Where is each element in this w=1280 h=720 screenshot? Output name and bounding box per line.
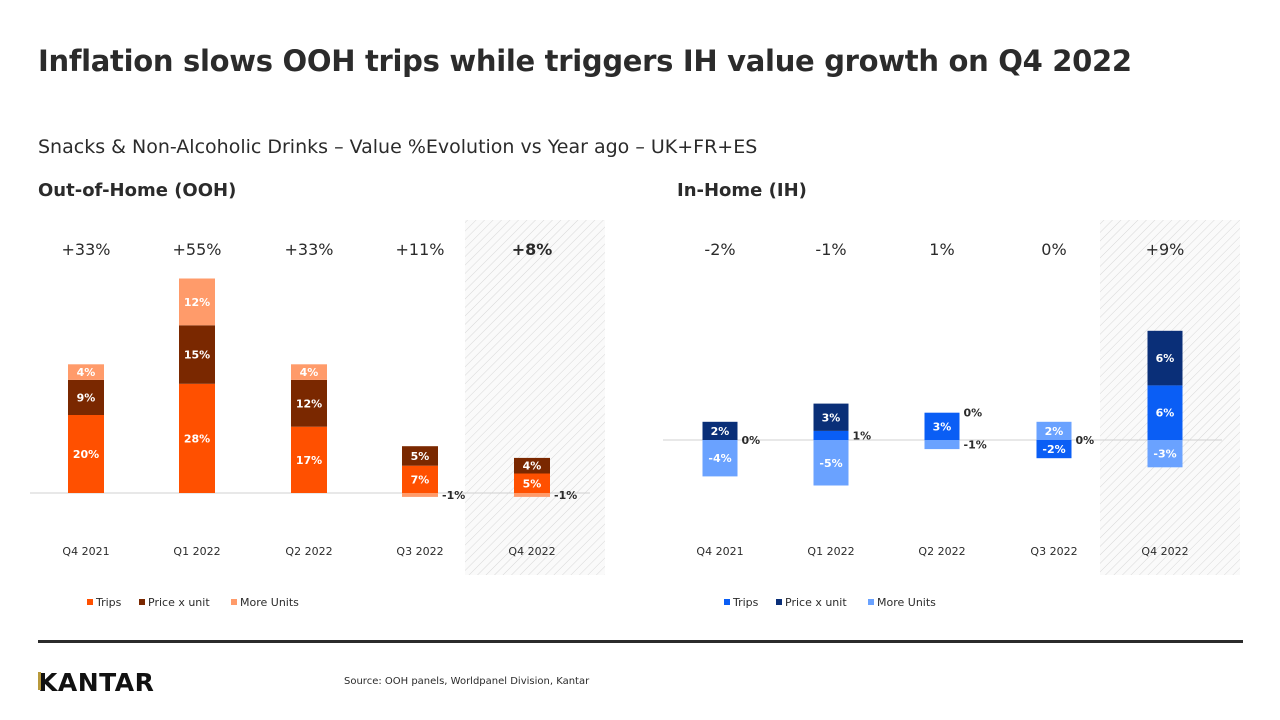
ih-data-label: 6% (1156, 407, 1175, 420)
ih-x-tick-label: Q2 2022 (918, 545, 965, 558)
ooh-total-label: +8% (512, 240, 553, 259)
ih-data-label: -4% (708, 452, 731, 465)
ih-bar-trips (1147, 385, 1183, 440)
ih-data-label: 2% (1045, 425, 1064, 438)
ooh-legend-label: Trips (95, 596, 122, 609)
ih-legend-label: Trips (732, 596, 759, 609)
ooh-bar-trips (291, 426, 327, 493)
ih-legend-swatch (868, 599, 874, 605)
ooh-bar-price-x-unit (291, 379, 327, 427)
ooh-total-label: +33% (62, 240, 111, 259)
ooh-bar-trips (68, 415, 104, 493)
ih-x-tick-label: Q4 2022 (1141, 545, 1188, 558)
ooh-x-tick-label: Q2 2022 (285, 545, 332, 558)
ooh-data-label: 28% (184, 432, 210, 445)
ih-bar-more-units (1036, 421, 1072, 440)
ih-legend-swatch (776, 599, 782, 605)
ooh-data-label: 20% (73, 448, 99, 461)
ih-data-label: 3% (822, 411, 841, 424)
ih-x-tick-label: Q3 2022 (1030, 545, 1077, 558)
ooh-bar-price-x-unit (179, 325, 215, 384)
ooh-legend-swatch (139, 599, 145, 605)
ih-data-label: -5% (819, 457, 842, 470)
ooh-bar-more-units (179, 278, 215, 326)
ooh-legend-label: More Units (240, 596, 299, 609)
ih-data-label: 0% (1076, 434, 1095, 447)
ooh-x-tick-label: Q3 2022 (396, 545, 443, 558)
ih-total-label: -1% (815, 240, 846, 259)
source-note: Source: OOH panels, Worldpanel Division,… (344, 676, 590, 687)
ih-bar-trips (813, 430, 849, 440)
ooh-bar-price-x-unit (402, 446, 438, 466)
ih-data-label: 6% (1156, 352, 1175, 365)
ih-data-label: 3% (933, 420, 952, 433)
ooh-data-label: -1% (442, 489, 465, 502)
ooh-legend-swatch (231, 599, 237, 605)
ooh-total-label: +55% (173, 240, 222, 259)
ih-bar-more-units (813, 440, 849, 486)
ooh-bar-trips (514, 473, 550, 493)
ih-total-label: +9% (1146, 240, 1185, 259)
ooh-bar-more-units (402, 493, 438, 497)
ooh-data-label: 12% (296, 397, 322, 410)
ih-bar-more-units (924, 440, 960, 450)
subtitle: Snacks & Non-Alcoholic Drinks – Value %E… (38, 136, 758, 158)
ooh-highlight-area (465, 220, 605, 575)
ih-x-tick-label: Q4 2021 (696, 545, 743, 558)
ih-data-label: -1% (964, 439, 987, 452)
ih-data-label: 0% (742, 434, 761, 447)
ooh-legend-swatch (87, 599, 93, 605)
ih-data-label: 0% (964, 407, 983, 420)
ih-total-label: 1% (929, 240, 954, 259)
footer-divider (38, 640, 1243, 643)
ooh-data-label: -1% (554, 489, 577, 502)
ooh-data-label: 4% (77, 366, 96, 379)
ih-bar-trips (1036, 440, 1072, 459)
ooh-bar-trips (402, 465, 438, 493)
ooh-data-label: 9% (77, 391, 96, 404)
ih-bar-price-x-unit (813, 403, 849, 431)
ooh-data-label: 4% (523, 460, 542, 473)
ih-data-label: -2% (1042, 443, 1065, 456)
ih-total-label: -2% (704, 240, 735, 259)
ooh-bar-trips (179, 383, 215, 493)
ooh-bar-price-x-unit (514, 457, 550, 474)
ooh-bar-more-units (68, 364, 104, 380)
ooh-data-label: 5% (411, 450, 430, 463)
ih-bar-price-x-unit (702, 421, 738, 440)
ooh-data-label: 15% (184, 349, 210, 362)
ih-legend-swatch (724, 599, 730, 605)
ih-legend-label: Price x unit (785, 596, 847, 609)
ih-bar-more-units (1147, 440, 1183, 468)
ooh-chart-title: Out-of-Home (OOH) (38, 180, 237, 201)
ooh-total-label: +33% (285, 240, 334, 259)
ih-bar-more-units (702, 440, 738, 477)
ooh-legend-label: Price x unit (148, 596, 210, 609)
ih-data-label: 1% (853, 429, 872, 442)
page-title: Inflation slows OOH trips while triggers… (38, 44, 1132, 78)
ooh-bar-more-units (291, 364, 327, 380)
kantar-logo: KANTAR (38, 668, 155, 697)
ih-bar-trips (924, 412, 960, 440)
ooh-total-label: +11% (396, 240, 445, 259)
ooh-data-label: 12% (184, 296, 210, 309)
ooh-x-tick-label: Q4 2021 (62, 545, 109, 558)
ih-legend-label: More Units (877, 596, 936, 609)
ooh-data-label: 4% (300, 366, 319, 379)
ih-chart-title: In-Home (IH) (677, 180, 807, 201)
ooh-x-tick-label: Q4 2022 (508, 545, 555, 558)
ih-data-label: -3% (1153, 448, 1176, 461)
ih-data-label: 2% (711, 425, 730, 438)
ooh-x-tick-label: Q1 2022 (173, 545, 220, 558)
ih-bar-price-x-unit (1147, 330, 1183, 386)
ooh-data-label: 7% (411, 473, 430, 486)
ooh-data-label: 5% (523, 477, 542, 490)
ooh-bar-price-x-unit (68, 379, 104, 415)
ooh-bar-more-units (514, 493, 550, 497)
ih-x-tick-label: Q1 2022 (807, 545, 854, 558)
ih-total-label: 0% (1041, 240, 1066, 259)
ooh-data-label: 17% (296, 454, 322, 467)
